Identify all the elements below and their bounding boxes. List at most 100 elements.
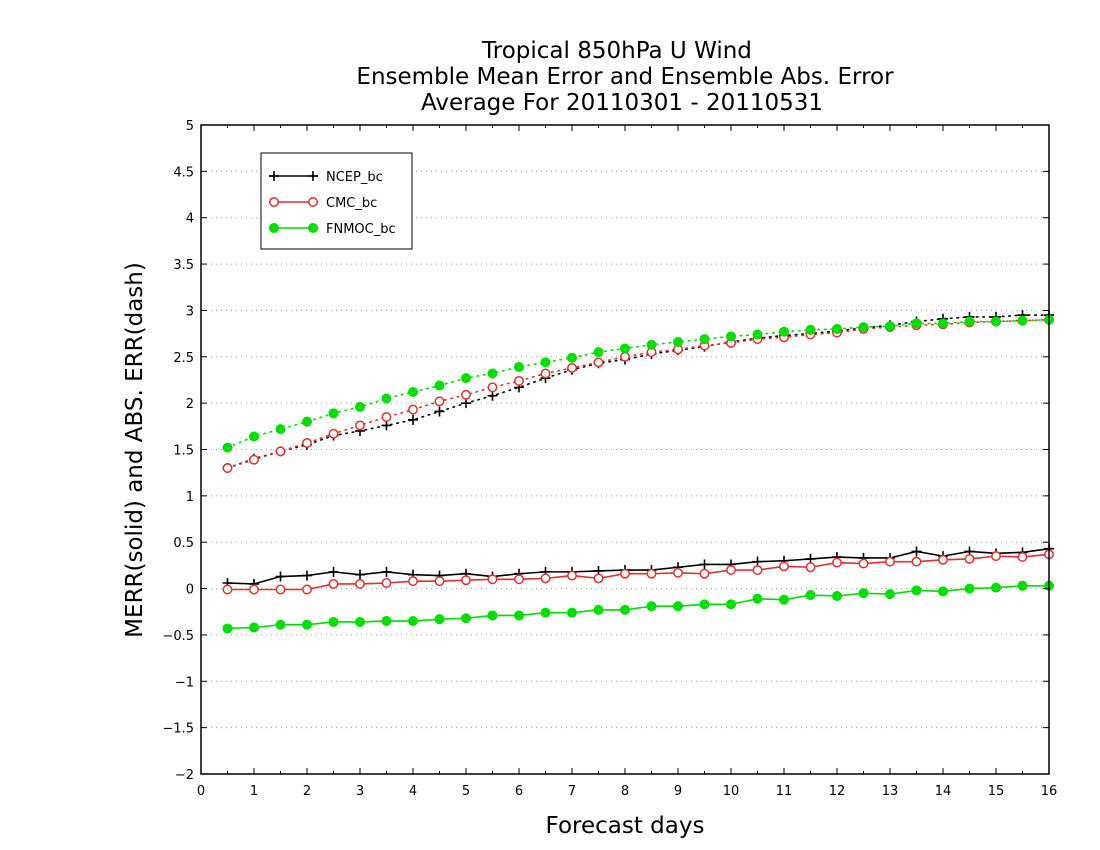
x-tick-label: 6: [515, 784, 523, 799]
cmc-bc-abs-err-line: [226, 318, 1050, 469]
fnmoc-bc-merr-point: [593, 604, 604, 615]
y-tick-label: 3.5: [173, 258, 194, 273]
fnmoc-bc-merr-point: [673, 601, 683, 612]
fnmoc-bc-merr-point: [779, 594, 789, 605]
fnmoc-bc-abs-err-point: [408, 387, 418, 398]
fnmoc-bc-abs-err-point: [275, 424, 286, 435]
fnmoc-bc-abs-err-point: [249, 431, 259, 442]
fnmoc-bc-abs-err-point: [381, 393, 392, 404]
fnmoc-bc-merr-point: [540, 607, 551, 618]
fnmoc-bc-merr-point: [514, 610, 524, 621]
ncep-bc-merr-point: [381, 566, 392, 577]
y-tick-label: 1: [186, 490, 194, 505]
cmc-bc-abs-err-point: [328, 428, 339, 439]
y-tick-label: −1.5: [162, 722, 194, 737]
fnmoc-bc-abs-err-point: [222, 442, 233, 453]
cmc-bc-merr-point: [699, 568, 710, 579]
fnmoc-bc-abs-err-point: [858, 322, 869, 333]
x-tick-label: 13: [882, 784, 899, 799]
x-tick-label: 5: [462, 784, 470, 799]
cmc-bc-merr-point: [779, 561, 789, 572]
legend-marker-ncep-bc: [269, 171, 279, 181]
cmc-bc-merr-point: [1017, 552, 1028, 562]
x-tick-label: 2: [303, 784, 311, 799]
legend-marker-cmc-bc: [269, 197, 279, 207]
cmc-bc-merr-point: [302, 584, 312, 595]
cmc-bc-abs-err-point: [620, 351, 630, 362]
legend-marker-cmc-bc: [308, 197, 318, 207]
legend: NCEP_bc CMC_bc FNMOC_bc: [260, 152, 413, 250]
fnmoc-bc-merr-point: [805, 590, 816, 601]
cmc-bc-merr-point: [514, 574, 524, 585]
ncep-bc-merr-point: [911, 546, 922, 557]
ncep-bc-abs-err-point: [434, 406, 445, 417]
fnmoc-bc-merr-point: [222, 623, 233, 634]
y-tick-label: −0.5: [162, 629, 194, 644]
fnmoc-bc-abs-err-point: [911, 318, 922, 329]
fnmoc-bc-abs-err-point: [567, 352, 577, 363]
title-line-2: Ensemble Mean Error and Ensemble Abs. Er…: [356, 64, 894, 90]
fnmoc-bc-abs-err-point: [779, 326, 789, 337]
fnmoc-bc-merr-point: [567, 607, 577, 618]
fnmoc-bc-merr-point: [487, 610, 498, 621]
cmc-bc-merr-point: [487, 574, 498, 585]
ncep-bc-abs-err-line: [226, 314, 1050, 469]
legend-label-cmc-bc: CMC_bc: [326, 196, 377, 211]
cmc-bc-merr-point: [355, 578, 365, 589]
ncep-bc-abs-err-point: [487, 390, 498, 401]
fnmoc-bc-merr-point: [408, 616, 418, 627]
cmc-bc-merr-point: [328, 578, 339, 589]
fnmoc-bc-merr-point: [249, 622, 259, 633]
fnmoc-bc-merr-point: [620, 604, 630, 615]
cmc-bc-merr-point: [249, 584, 259, 595]
x-tick-label: 14: [935, 784, 952, 799]
y-tick-label: 5: [186, 119, 194, 134]
fnmoc-bc-abs-err-point: [938, 318, 948, 329]
fnmoc-bc-merr-point: [461, 613, 471, 624]
cmc-bc-merr-point: [381, 578, 392, 588]
y-tick-label: 0: [186, 583, 194, 598]
title-line-1: Tropical 850hPa U Wind: [481, 38, 752, 64]
y-axis: −2 −1.5 −1 −0.5 0 0.5 1 1.5 2 2.5 3 3.5 4 4.5 5: [162, 119, 1049, 783]
legend-box: [260, 152, 413, 250]
fnmoc-bc-merr-line: [227, 584, 1049, 630]
fnmoc-bc-abs-err-point: [832, 323, 842, 334]
ncep-bc-abs-err-point: [408, 414, 418, 425]
legend-marker-ncep-bc: [308, 171, 318, 181]
y-tick-label: 2: [186, 397, 194, 412]
fnmoc-bc-merr-point: [938, 586, 948, 597]
x-tick-label: 0: [197, 784, 205, 799]
fnmoc-bc-abs-err-point: [540, 357, 551, 368]
cmc-bc-merr-point: [673, 567, 683, 578]
cmc-bc-merr-point: [964, 553, 975, 564]
cmc-bc-abs-err-point: [222, 463, 233, 473]
x-tick-label: 8: [621, 784, 629, 799]
fnmoc-bc-merr-point: [328, 616, 339, 627]
ncep-bc-merr-line: [227, 547, 1050, 585]
legend-label-fnmoc-bc: FNMOC_bc: [326, 222, 396, 237]
cmc-bc-merr-line: [227, 553, 1050, 591]
fnmoc-bc-merr-point: [752, 593, 763, 604]
x-tick-label: 15: [988, 784, 1005, 799]
ncep-bc-merr-point: [752, 556, 763, 567]
fnmoc-bc-merr-point: [434, 614, 445, 625]
fnmoc-bc-abs-err-point: [991, 316, 1001, 327]
x-tick-label: 10: [723, 784, 740, 799]
fnmoc-bc-merr-point: [1017, 580, 1028, 591]
cmc-bc-abs-err-point: [275, 446, 286, 457]
cmc-bc-abs-err-point: [249, 454, 259, 465]
x-tick-label: 9: [674, 784, 682, 799]
y-tick-label: 0.5: [173, 536, 194, 551]
fnmoc-bc-abs-err-point: [328, 408, 339, 419]
fnmoc-bc-abs-err-point: [434, 380, 445, 391]
fnmoc-bc-abs-err-point: [699, 334, 710, 345]
cmc-bc-merr-point: [567, 570, 577, 581]
fnmoc-bc-abs-err-point: [646, 339, 657, 350]
y-tick-label: −1: [175, 675, 194, 690]
fnmoc-bc-merr-point: [646, 601, 657, 612]
fnmoc-bc-merr-point: [885, 589, 895, 600]
cmc-bc-merr-point: [911, 556, 922, 567]
fnmoc-bc-abs-err-point: [752, 329, 763, 340]
cmc-bc-merr-point: [275, 584, 286, 595]
